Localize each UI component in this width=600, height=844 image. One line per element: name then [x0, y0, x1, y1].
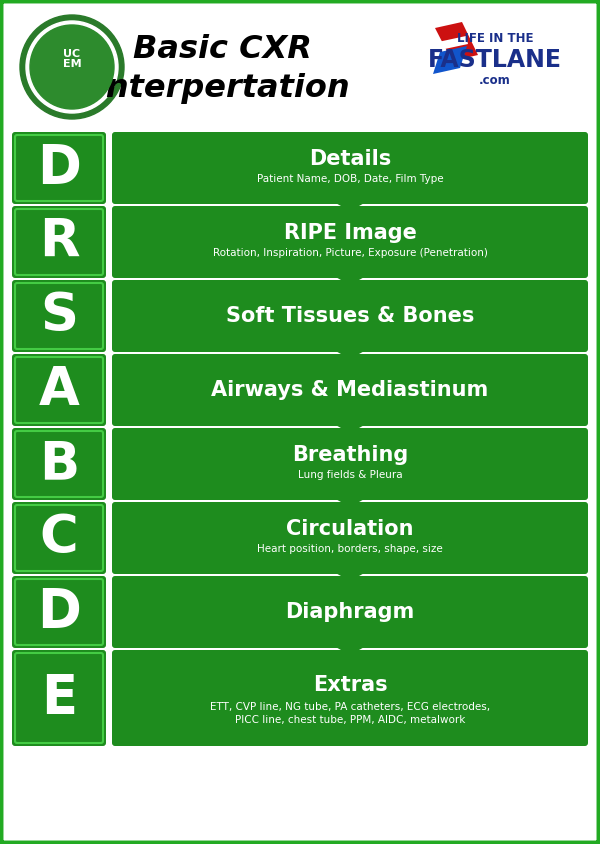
Circle shape	[26, 21, 118, 113]
FancyBboxPatch shape	[12, 650, 106, 746]
Text: Circulation: Circulation	[286, 519, 414, 538]
Text: R: R	[38, 216, 79, 268]
Text: RIPE Image: RIPE Image	[284, 223, 416, 243]
Text: Lung fields & Pleura: Lung fields & Pleura	[298, 470, 403, 480]
Polygon shape	[435, 22, 478, 61]
Polygon shape	[332, 497, 368, 507]
Polygon shape	[332, 349, 368, 359]
Text: Details: Details	[309, 149, 391, 169]
FancyBboxPatch shape	[12, 428, 106, 500]
FancyBboxPatch shape	[112, 206, 588, 278]
FancyBboxPatch shape	[112, 280, 588, 352]
Polygon shape	[438, 36, 468, 50]
Text: .com: .com	[479, 73, 511, 86]
Polygon shape	[332, 645, 368, 655]
Text: B: B	[39, 438, 79, 490]
FancyBboxPatch shape	[12, 354, 106, 426]
FancyBboxPatch shape	[12, 280, 106, 352]
Text: D: D	[37, 586, 81, 638]
FancyBboxPatch shape	[12, 206, 106, 278]
Text: ETT, CVP line, NG tube, PA catheters, ECG electrodes,
PICC line, chest tube, PPM: ETT, CVP line, NG tube, PA catheters, EC…	[210, 701, 490, 725]
Polygon shape	[332, 571, 368, 581]
Text: Patient Name, DOB, Date, Film Type: Patient Name, DOB, Date, Film Type	[257, 174, 443, 184]
FancyBboxPatch shape	[112, 132, 588, 204]
Text: LIFE IN THE: LIFE IN THE	[457, 31, 533, 45]
Text: C: C	[40, 512, 79, 564]
FancyBboxPatch shape	[112, 650, 588, 746]
Polygon shape	[433, 46, 467, 74]
FancyBboxPatch shape	[112, 354, 588, 426]
Text: A: A	[38, 364, 79, 416]
Text: Rotation, Inspiration, Picture, Exposure (Penetration): Rotation, Inspiration, Picture, Exposure…	[212, 248, 487, 258]
Text: S: S	[40, 290, 78, 342]
Polygon shape	[332, 423, 368, 433]
Text: UC
EM: UC EM	[62, 49, 82, 69]
Polygon shape	[332, 201, 368, 211]
Text: D: D	[37, 142, 81, 194]
Circle shape	[20, 15, 124, 119]
FancyBboxPatch shape	[112, 502, 588, 574]
Text: Soft Tissues & Bones: Soft Tissues & Bones	[226, 306, 474, 326]
Text: Breathing: Breathing	[292, 445, 408, 465]
Text: Heart position, borders, shape, size: Heart position, borders, shape, size	[257, 544, 443, 555]
Circle shape	[30, 25, 114, 109]
FancyBboxPatch shape	[12, 132, 106, 204]
FancyBboxPatch shape	[12, 502, 106, 574]
FancyBboxPatch shape	[112, 576, 588, 648]
Text: FASTLANE: FASTLANE	[428, 48, 562, 72]
Text: Basic CXR: Basic CXR	[133, 35, 311, 66]
Text: Diaphragm: Diaphragm	[286, 602, 415, 622]
Text: E: E	[41, 672, 77, 724]
Text: Extras: Extras	[313, 675, 388, 695]
Text: Airways & Mediastinum: Airways & Mediastinum	[211, 380, 488, 400]
Text: Interpertation: Interpertation	[94, 73, 350, 104]
FancyBboxPatch shape	[12, 576, 106, 648]
FancyBboxPatch shape	[112, 428, 588, 500]
Polygon shape	[332, 275, 368, 285]
